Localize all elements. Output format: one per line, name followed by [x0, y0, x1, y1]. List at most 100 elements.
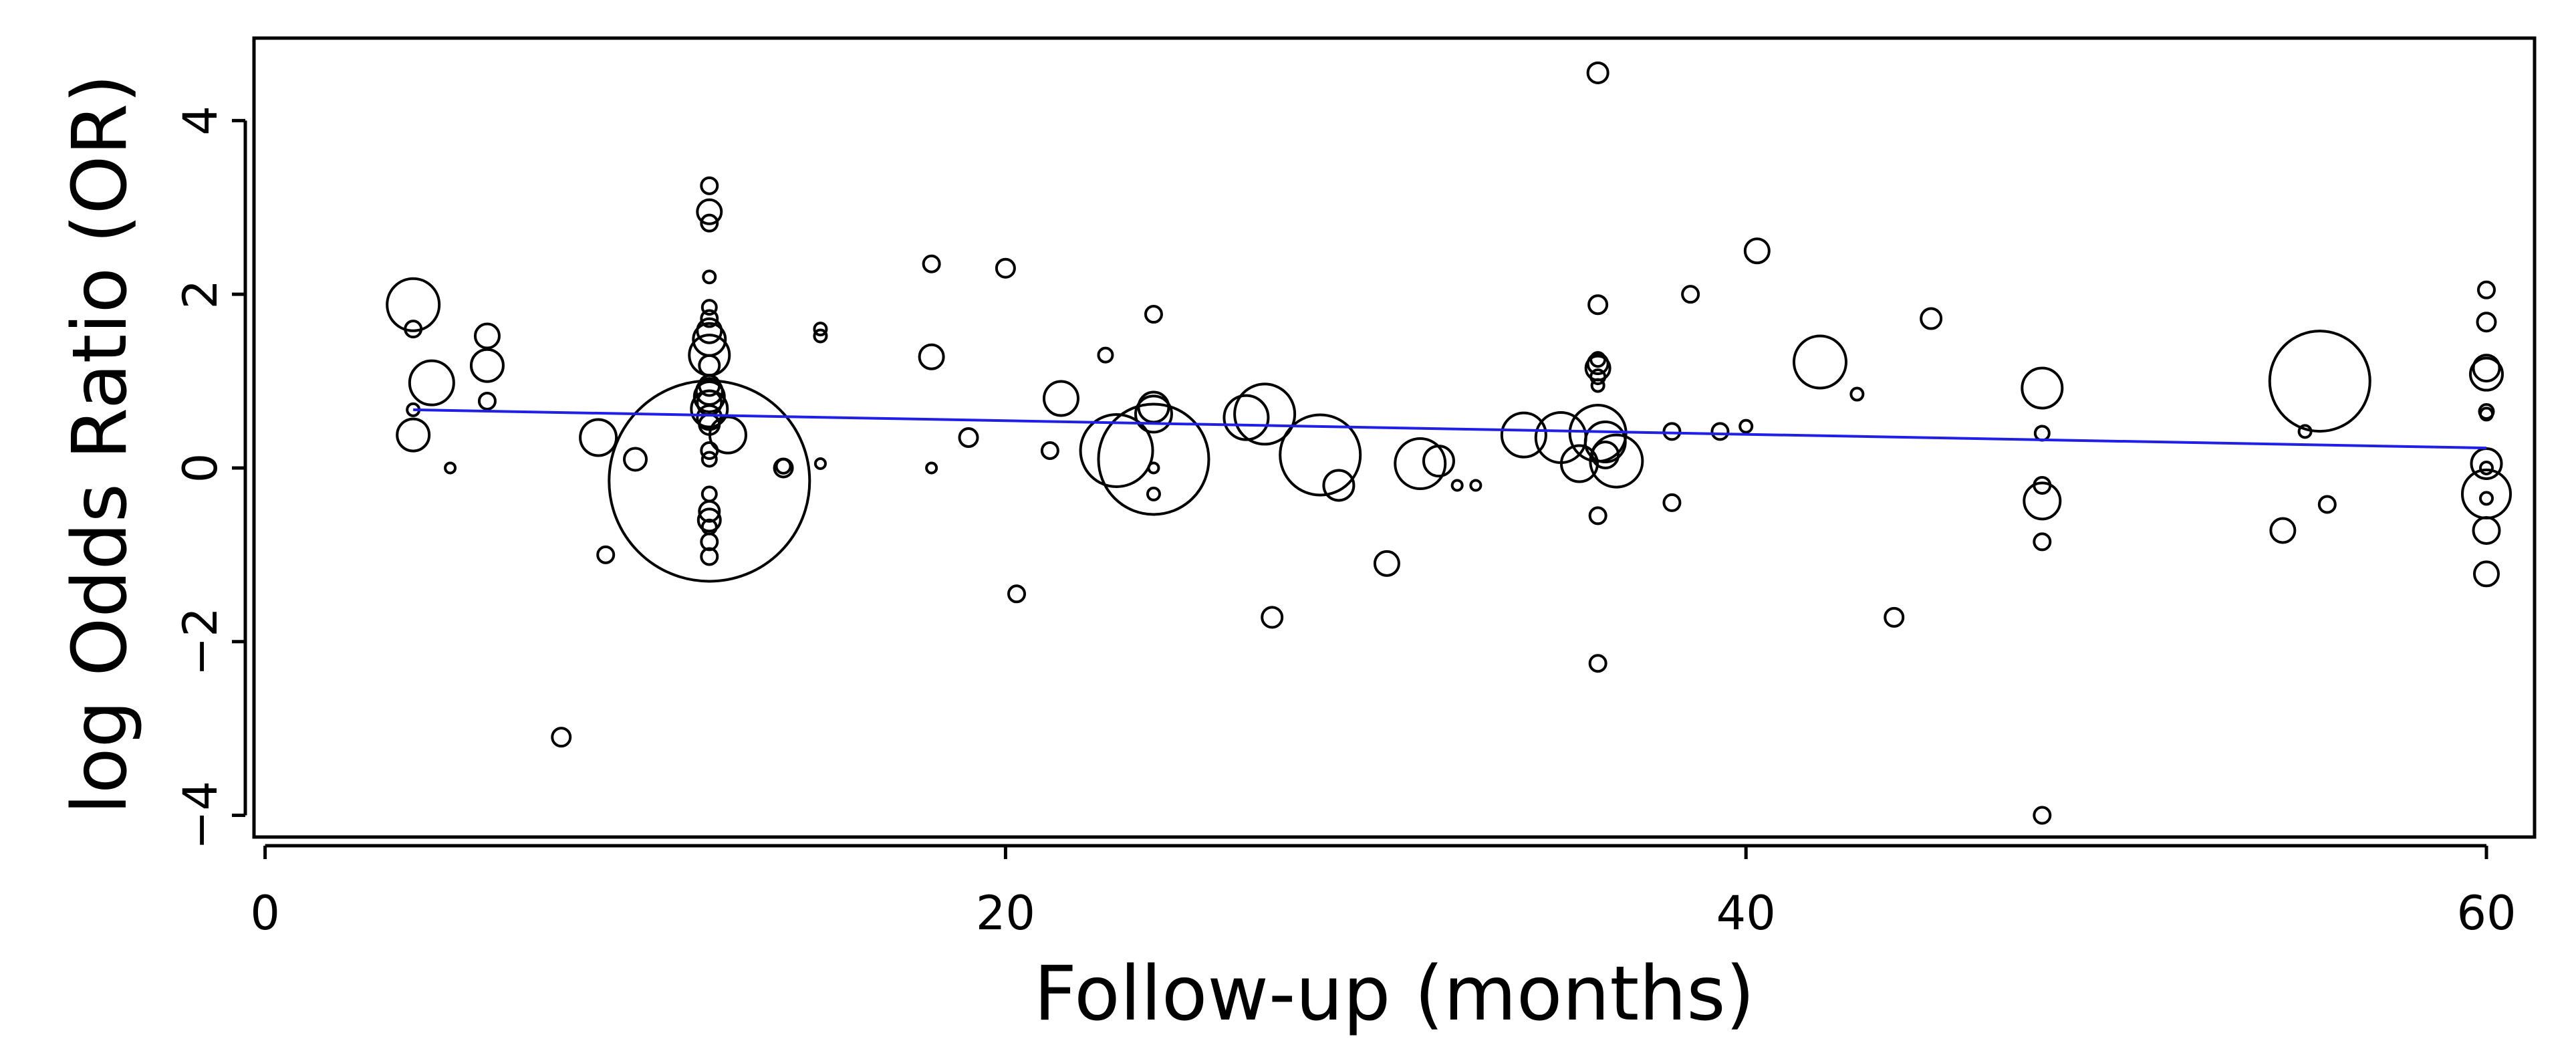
data-point — [1662, 493, 1682, 512]
x-tick-label: 40 — [1716, 886, 1776, 941]
data-point — [1589, 368, 1607, 386]
data-point — [2023, 481, 2062, 521]
data-point — [473, 322, 501, 350]
data-point — [698, 499, 721, 523]
data-point — [2021, 366, 2064, 410]
data-point — [469, 348, 505, 383]
data-point — [2478, 460, 2494, 475]
data-point — [2478, 403, 2495, 421]
data-point — [995, 257, 1016, 279]
data-point — [1588, 506, 1607, 525]
x-axis: 0 20 40 60 — [250, 844, 2517, 941]
data-point — [386, 277, 441, 332]
data-point — [396, 417, 431, 453]
data-point — [2476, 312, 2497, 333]
data-point — [700, 451, 718, 468]
data-point — [2478, 406, 2494, 422]
data-point — [1681, 285, 1700, 304]
data-point — [608, 379, 811, 583]
data-point — [596, 545, 616, 564]
data-point — [1097, 346, 1114, 364]
data-point — [696, 507, 722, 533]
data-point — [1743, 237, 1771, 265]
data-point — [1394, 437, 1447, 490]
data-point — [2472, 354, 2501, 383]
data-point — [1469, 479, 1483, 492]
y-tick-label: −2 — [173, 607, 228, 676]
data-point — [700, 299, 718, 316]
data-point — [1097, 402, 1210, 516]
data-point — [2268, 330, 2371, 433]
x-tick-label: 0 — [250, 886, 280, 941]
data-point — [922, 254, 941, 273]
data-point — [1144, 305, 1163, 324]
data-point — [700, 309, 719, 328]
data-point — [404, 320, 423, 339]
data-point — [1079, 412, 1154, 488]
data-point — [1279, 413, 1362, 497]
data-point — [2470, 447, 2503, 480]
x-axis-label: Follow-up (months) — [1034, 951, 1755, 1038]
data-point — [700, 213, 719, 233]
data-point — [1589, 433, 1644, 489]
data-point — [813, 328, 828, 344]
data-point — [775, 457, 792, 475]
data-point — [1849, 386, 1865, 402]
x-tick-label: 60 — [2456, 886, 2516, 941]
data-point — [2033, 425, 2051, 442]
data-point — [1373, 550, 1400, 577]
data-point — [1222, 394, 1270, 441]
data-point — [1233, 382, 1297, 446]
data-point — [1042, 380, 1079, 417]
data-point — [1884, 606, 1905, 628]
y-tick-label: −4 — [173, 781, 228, 850]
data-point — [1500, 411, 1547, 459]
data-point — [1662, 422, 1682, 441]
data-point — [1587, 294, 1609, 316]
data-point — [1590, 378, 1605, 393]
data-point — [2476, 280, 2496, 300]
data-point — [2033, 475, 2052, 495]
data-point — [2478, 491, 2494, 506]
x-tick-label: 20 — [976, 886, 1035, 941]
data-point — [696, 198, 723, 225]
y-tick-label: 0 — [173, 453, 228, 483]
data-point — [1040, 441, 1059, 460]
data-point — [579, 418, 618, 457]
data-point — [2317, 495, 2337, 514]
data-point — [551, 727, 572, 748]
data-point — [813, 322, 828, 337]
data-point — [1007, 584, 1027, 604]
data-point — [700, 441, 719, 460]
data-point — [813, 457, 827, 470]
data-point — [623, 447, 648, 472]
data-point — [2460, 468, 2512, 519]
data-point — [1422, 445, 1455, 478]
data-point — [918, 343, 945, 370]
data-point — [1450, 479, 1464, 492]
data-point — [690, 389, 729, 429]
regression-line — [413, 408, 2487, 450]
data-point — [1588, 654, 1607, 673]
data-point — [2033, 806, 2052, 825]
data-point — [700, 547, 719, 566]
data-point — [2468, 356, 2504, 392]
data-point — [477, 391, 497, 410]
data-point — [408, 359, 455, 406]
y-axis-label: log Odds Ratio (OR) — [57, 74, 144, 814]
data-point — [925, 461, 938, 475]
data-point — [702, 269, 717, 285]
data-point — [1920, 307, 1943, 330]
data-point — [708, 415, 747, 455]
data-point — [1147, 461, 1160, 475]
data-point — [1710, 422, 1730, 441]
data-point — [1792, 334, 1847, 390]
data-point — [1738, 419, 1754, 434]
data-point — [2033, 532, 2052, 552]
data-point — [698, 354, 721, 377]
data-point — [700, 485, 718, 503]
data-point — [1586, 61, 1609, 84]
data-point — [1583, 420, 1627, 463]
data-point — [2269, 517, 2297, 544]
